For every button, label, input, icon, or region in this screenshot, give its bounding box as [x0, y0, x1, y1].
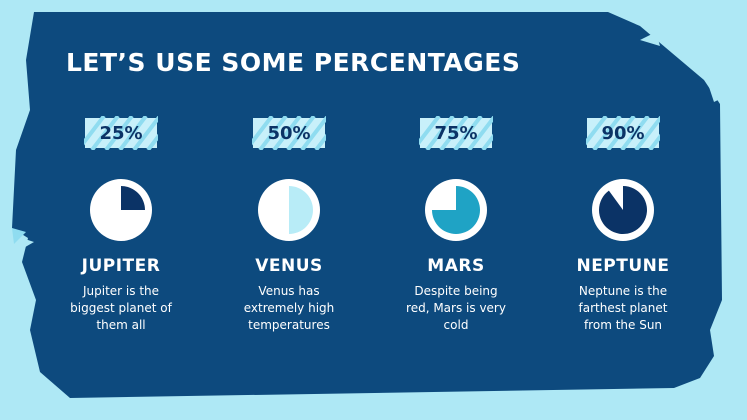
percentage-pie	[90, 179, 152, 241]
planet-description: Jupiter is the biggest planet of them al…	[70, 284, 172, 332]
planet-card-neptune: 90% NEPTUNE Neptune is the farthest plan…	[548, 116, 698, 334]
pie-slice	[598, 186, 647, 234]
planet-card-mars: 75% MARS Despite being red, Mars is very…	[381, 116, 531, 334]
planet-name: VENUS	[255, 256, 323, 276]
percentage-pie	[258, 179, 320, 241]
percent-label: 90%	[601, 122, 645, 144]
percent-badge: 50%	[252, 116, 326, 150]
planet-card-venus: 50% VENUS Venus has extremely high tempe…	[214, 116, 364, 334]
planet-name: NEPTUNE	[576, 256, 670, 276]
planet-card-jupiter: 25% JUPITER Jupiter is the biggest plane…	[46, 116, 196, 334]
ice-shard	[16, 236, 34, 250]
pie-slice	[432, 186, 480, 234]
pie-slice	[289, 186, 313, 234]
badge-stripes-icon	[252, 116, 326, 150]
percent-badge: 25%	[84, 116, 158, 150]
planet-name: MARS	[427, 256, 485, 276]
badge-stripes-icon	[419, 116, 493, 150]
percent-label: 50%	[267, 122, 311, 144]
pie-slice	[121, 186, 145, 210]
ice-shard	[708, 84, 730, 102]
ice-shard	[12, 228, 26, 244]
percent-label: 25%	[99, 122, 143, 144]
percent-badge: 90%	[586, 116, 660, 150]
badge-stripes-icon	[84, 116, 158, 150]
badge-stripes-icon	[586, 116, 660, 150]
percentage-pie	[592, 179, 654, 241]
page-title: LET’S USE SOME PERCENTAGES	[66, 48, 521, 77]
planet-description: Venus has extremely high temperatures	[243, 284, 335, 332]
percentage-pie	[425, 179, 487, 241]
percent-label: 75%	[434, 122, 478, 144]
dark-panel	[12, 12, 722, 398]
planet-name: JUPITER	[81, 256, 161, 276]
planet-description: Neptune is the farthest planet from the …	[578, 284, 668, 332]
ice-shard	[640, 32, 660, 46]
planet-description: Despite being red, Mars is very cold	[406, 284, 506, 332]
percent-badge: 75%	[419, 116, 493, 150]
